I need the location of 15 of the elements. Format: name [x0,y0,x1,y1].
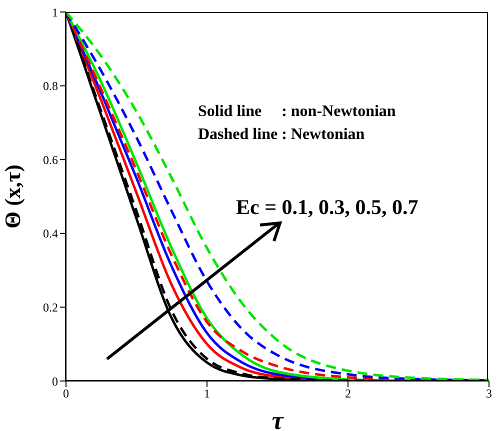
y-tick-label: 0.6 [43,152,58,167]
y-tick-label: 0 [52,374,58,388]
x-tick-label: 2 [345,386,351,401]
y-tick-label: 0.2 [43,300,58,314]
x-tick-label: 3 [486,386,492,401]
x-axis-title: τ [272,406,285,431]
y-tick-label: 0.4 [43,226,58,241]
y-tick-label: 0.8 [43,79,58,94]
annotation: Ec = 0.1, 0.3, 0.5, 0.7 [236,195,418,220]
annotation: Solid line : non-Newtonian [198,103,396,121]
y-tick-label: 1 [52,5,58,20]
y-axis-title: Θ (x,τ) [0,164,25,228]
annotation: Dashed line : Newtonian [198,126,365,144]
x-tick-label: 1 [204,386,210,401]
x-tick-label: 0 [63,386,69,401]
